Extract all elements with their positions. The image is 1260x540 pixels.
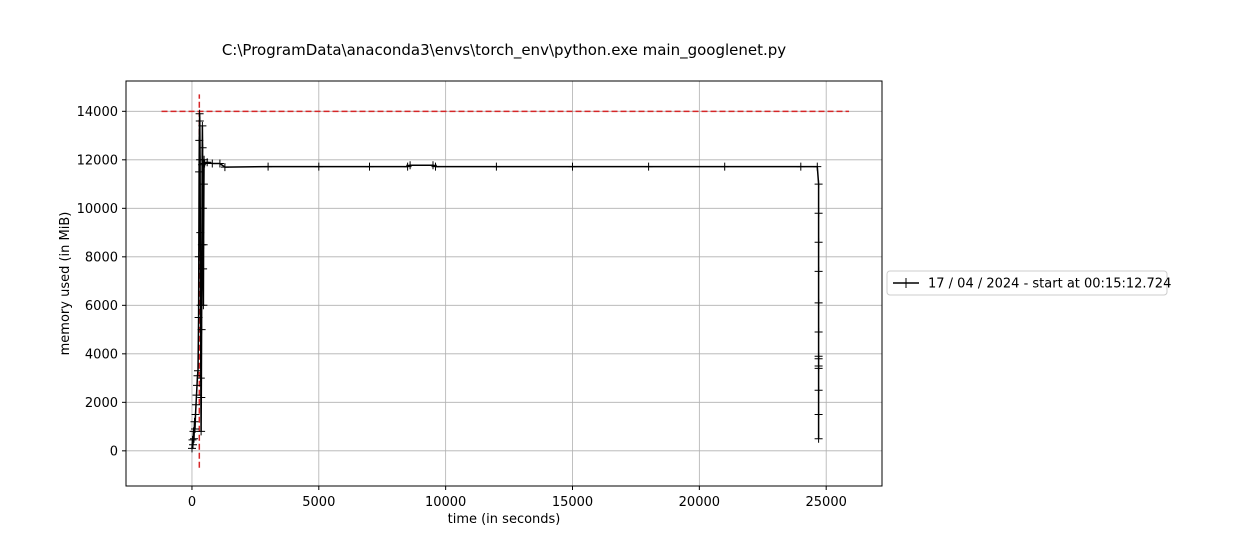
data-point-marker bbox=[195, 109, 204, 118]
plot-frame bbox=[125, 80, 883, 487]
x-axis-label: time (in seconds) bbox=[448, 512, 561, 527]
data-point-marker bbox=[813, 162, 822, 171]
x-tick-label: 15000 bbox=[552, 495, 593, 510]
data-point-marker bbox=[198, 121, 207, 130]
data-point-marker bbox=[199, 240, 208, 249]
data-point-marker bbox=[814, 434, 823, 443]
data-point-marker bbox=[314, 162, 323, 171]
y-tick-label: 4000 bbox=[85, 347, 118, 362]
data-point-marker bbox=[814, 410, 823, 419]
y-tick-label: 6000 bbox=[85, 299, 118, 314]
data-point-marker bbox=[190, 417, 199, 426]
legend-marker bbox=[901, 278, 911, 288]
data-point-marker bbox=[814, 298, 823, 307]
y-tick-label: 2000 bbox=[85, 396, 118, 411]
data-point-marker bbox=[814, 328, 823, 336]
data-point-marker bbox=[220, 163, 229, 172]
legend-entry: 17 / 04 / 2024 - start at 00:15:12.724 bbox=[928, 277, 1171, 292]
legend-box bbox=[886, 270, 1168, 296]
data-point-marker bbox=[197, 325, 206, 334]
series-group bbox=[188, 109, 823, 453]
data-point-marker bbox=[195, 136, 204, 145]
data-point-marker bbox=[264, 162, 273, 171]
data-point-marker bbox=[196, 228, 205, 237]
y-tick-label: 0 bbox=[110, 444, 118, 459]
data-point-marker bbox=[191, 410, 200, 419]
data-point-marker bbox=[208, 159, 217, 168]
y-tick-label: 12000 bbox=[77, 153, 118, 168]
x-tick-label: 25000 bbox=[806, 495, 847, 510]
data-point-marker bbox=[814, 238, 823, 247]
y-tick-label: 10000 bbox=[77, 202, 118, 217]
data-point-marker bbox=[814, 209, 823, 218]
data-point-marker bbox=[199, 301, 208, 310]
data-point-marker bbox=[814, 267, 823, 276]
data-point-marker bbox=[644, 162, 653, 171]
x-axis: 0 5000 10000 15000 20000 25000 bbox=[188, 486, 847, 510]
data-point-marker bbox=[814, 354, 823, 363]
data-point-marker bbox=[192, 391, 201, 400]
data-point-marker bbox=[568, 162, 577, 171]
y-tick-label: 14000 bbox=[77, 105, 118, 120]
data-point-marker bbox=[406, 161, 415, 170]
data-point-marker bbox=[814, 180, 823, 189]
data-point-marker bbox=[814, 364, 823, 373]
data-point-marker bbox=[814, 386, 823, 395]
data-point-marker bbox=[192, 400, 200, 409]
x-tick-label: 10000 bbox=[425, 495, 466, 510]
data-point-marker bbox=[365, 162, 374, 171]
data-point-marker bbox=[191, 425, 199, 433]
data-point-marker bbox=[194, 313, 203, 322]
data-point-marker bbox=[197, 393, 206, 402]
y-tick-label: 8000 bbox=[85, 250, 118, 265]
grid bbox=[126, 81, 882, 486]
data-point-marker bbox=[195, 167, 204, 176]
legend: 17 / 04 / 2024 - start at 00:15:12.724 bbox=[886, 270, 1171, 296]
data-point-marker bbox=[492, 162, 501, 171]
data-point-marker bbox=[196, 374, 205, 383]
data-point-marker bbox=[193, 381, 201, 390]
x-tick-label: 20000 bbox=[679, 495, 720, 510]
data-point-marker bbox=[199, 264, 208, 273]
data-point-marker bbox=[720, 162, 729, 171]
data-point-marker bbox=[194, 366, 202, 375]
data-point-marker bbox=[190, 434, 198, 443]
x-tick-label: 5000 bbox=[302, 495, 335, 510]
reference-lines bbox=[161, 94, 850, 468]
data-point-marker bbox=[197, 427, 206, 436]
data-point-marker bbox=[195, 117, 204, 125]
data-point-marker bbox=[796, 162, 805, 171]
data-point-marker bbox=[194, 252, 203, 261]
data-point-marker bbox=[189, 440, 197, 449]
data-point-marker bbox=[198, 143, 207, 152]
y-axis: 0 2000 4000 6000 8000 10000 12000 14000 bbox=[77, 105, 126, 459]
data-point-marker bbox=[215, 159, 224, 168]
data-point-marker bbox=[199, 180, 208, 189]
data-point-marker bbox=[188, 444, 196, 453]
data-point-marker bbox=[198, 204, 207, 213]
data-point-marker bbox=[203, 158, 212, 167]
data-point-marker bbox=[431, 162, 440, 171]
chart-title: C:\ProgramData\anaconda3\envs\torch_env\… bbox=[222, 41, 786, 60]
x-tick-label: 0 bbox=[188, 495, 196, 510]
y-axis-label: memory used (in MiB) bbox=[58, 212, 73, 356]
